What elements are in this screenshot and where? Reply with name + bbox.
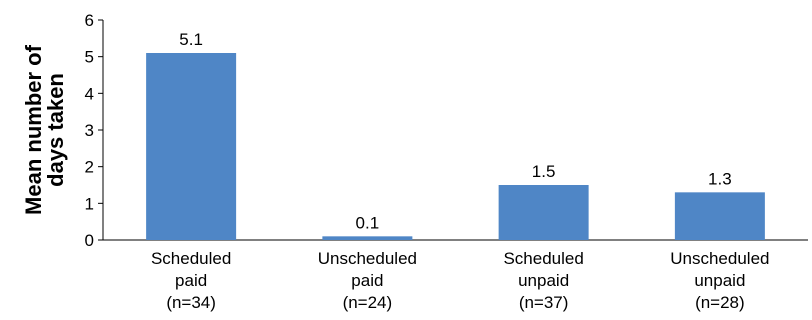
y-tick-label: 5: [85, 48, 94, 67]
y-axis-label-line-2: days taken: [43, 73, 68, 187]
category-label: unpaid: [694, 271, 745, 290]
category-labels: Scheduled paid (n=34) Unscheduled paid (n=24)…: [151, 249, 770, 312]
category-label: Unscheduled: [318, 249, 417, 268]
data-label: 1.3: [708, 169, 732, 188]
y-tick-label: 0: [85, 231, 94, 250]
bar: [498, 185, 589, 240]
data-label: 5.1: [179, 30, 203, 49]
y-tick-label: 3: [85, 121, 94, 140]
data-label: 0.1: [356, 213, 380, 232]
category-label: Unscheduled: [670, 249, 769, 268]
y-tick-label: 2: [85, 158, 94, 177]
category-label: (n=24): [343, 293, 393, 312]
category-label: paid: [175, 271, 207, 290]
y-tick-label: 6: [85, 11, 94, 30]
category-label: (n=37): [519, 293, 569, 312]
y-ticks: 0 1 2 3 4 5 6: [85, 11, 103, 250]
category-label: (n=34): [166, 293, 216, 312]
y-axis-label-line-1: Mean number of: [21, 44, 46, 215]
y-tick-label: 4: [85, 84, 94, 103]
y-tick-label: 1: [85, 194, 94, 213]
bar: [674, 192, 765, 240]
bar: [322, 236, 413, 240]
category-label: Scheduled: [151, 249, 231, 268]
category-label: (n=28): [695, 293, 745, 312]
bars: [146, 53, 765, 240]
data-labels: 5.1 0.1 1.5 1.3: [179, 30, 731, 232]
bar: [146, 53, 237, 240]
category-label: unpaid: [518, 271, 569, 290]
y-axis-label: Mean number of days taken: [21, 44, 68, 215]
data-label: 1.5: [532, 162, 556, 181]
category-label: paid: [351, 271, 383, 290]
category-label: Scheduled: [503, 249, 583, 268]
